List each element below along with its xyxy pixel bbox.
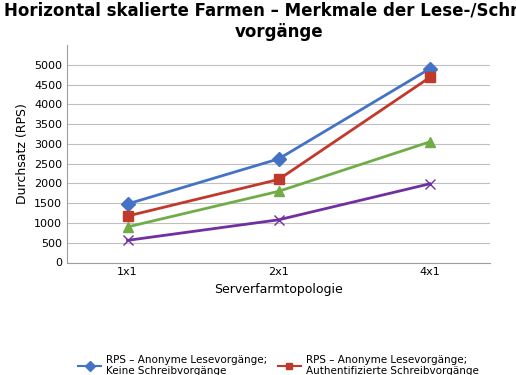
Title: Horizontal skalierte Farmen – Merkmale der Lese-/Schreib-
vorgänge: Horizontal skalierte Farmen – Merkmale d… <box>4 2 516 40</box>
Legend: RPS – Anonyme Lesevorgänge;
Keine Schreibvorgänge, Authentifizierte Lesevorgänge: RPS – Anonyme Lesevorgänge; Keine Schrei… <box>74 350 483 375</box>
X-axis label: Serverfarmtopologie: Serverfarmtopologie <box>214 283 343 296</box>
Y-axis label: Durchsatz (RPS): Durchsatz (RPS) <box>15 104 28 204</box>
